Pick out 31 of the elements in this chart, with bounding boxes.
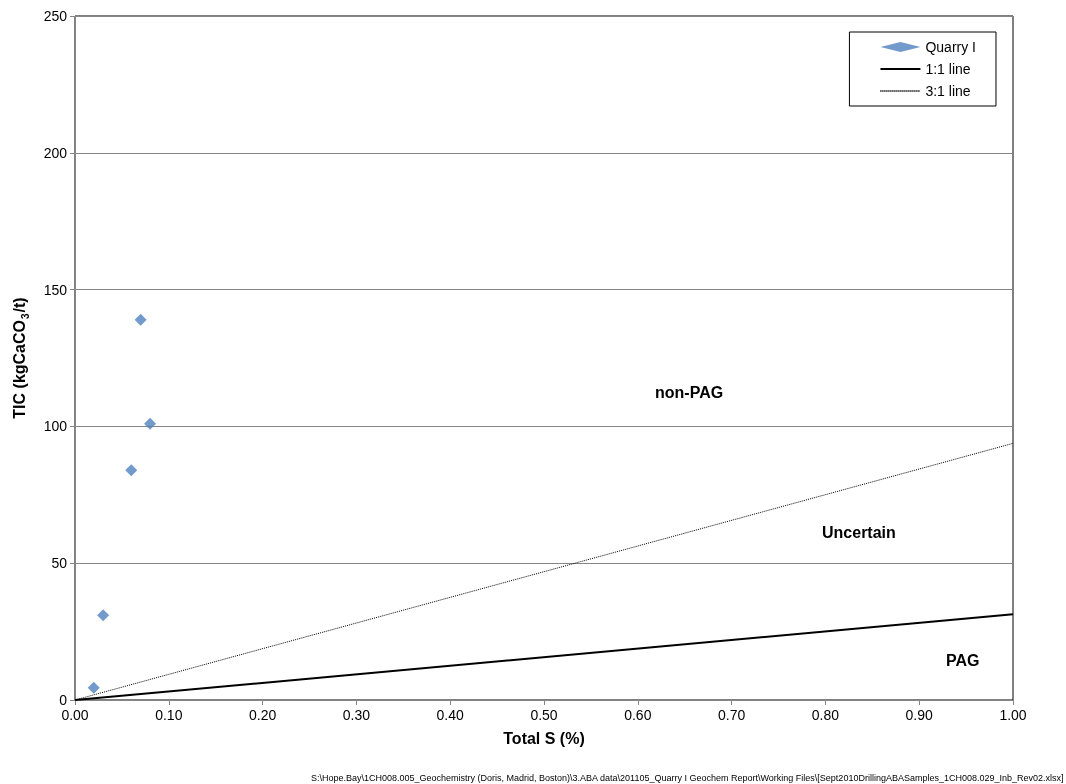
y-axis-title: TIC (kgCaCO3/t) [10,297,31,419]
point [134,313,147,326]
y-tick-label: 100 [43,418,68,435]
legend-label: 1:1 line [925,61,971,77]
legend-label: Quarry I [925,39,977,55]
x-tick-label: 0.60 [624,707,652,723]
point [97,609,110,622]
legend-label: 3:1 line [925,83,971,99]
y-tick-label: 250 [43,8,68,24]
x-tick-label: 0.10 [155,707,183,723]
text: S:\Hope.Bay\1CH008.005_Geochemistry (Doris, Madrid, Boston)\3.ABA data\201105_Quarry I Geochem Report\Working Files\[Sept2010DrillingABASamples_1CH008.029_Inb_Rev02.xlsx] [310,772,1064,783]
point [144,417,157,430]
annotation: PAG [946,651,980,669]
y-tick-label: 0 [59,692,68,708]
y-tick-label: 150 [43,281,68,298]
y-tick-label: 50 [51,555,68,572]
x-tick-label: 0.20 [248,707,277,723]
annotation: Uncertain [822,523,896,541]
x-axis-title: Total S (%) [503,729,585,747]
point [125,464,138,477]
x-tick-label: 0.00 [61,707,89,723]
x-tick-label: 0.70 [717,707,746,723]
x-tick-label: 0.80 [811,707,840,723]
x-tick-label: 0.30 [342,707,371,723]
x-tick-label: 0.50 [530,707,558,723]
annotation: non-PAG [655,383,724,401]
x-tick-label: 1.00 [999,707,1027,723]
x-tick-label: 0.90 [905,707,934,723]
x-tick-label: 0.40 [436,707,465,723]
point [87,681,100,694]
y-tick-label: 200 [43,144,68,161]
